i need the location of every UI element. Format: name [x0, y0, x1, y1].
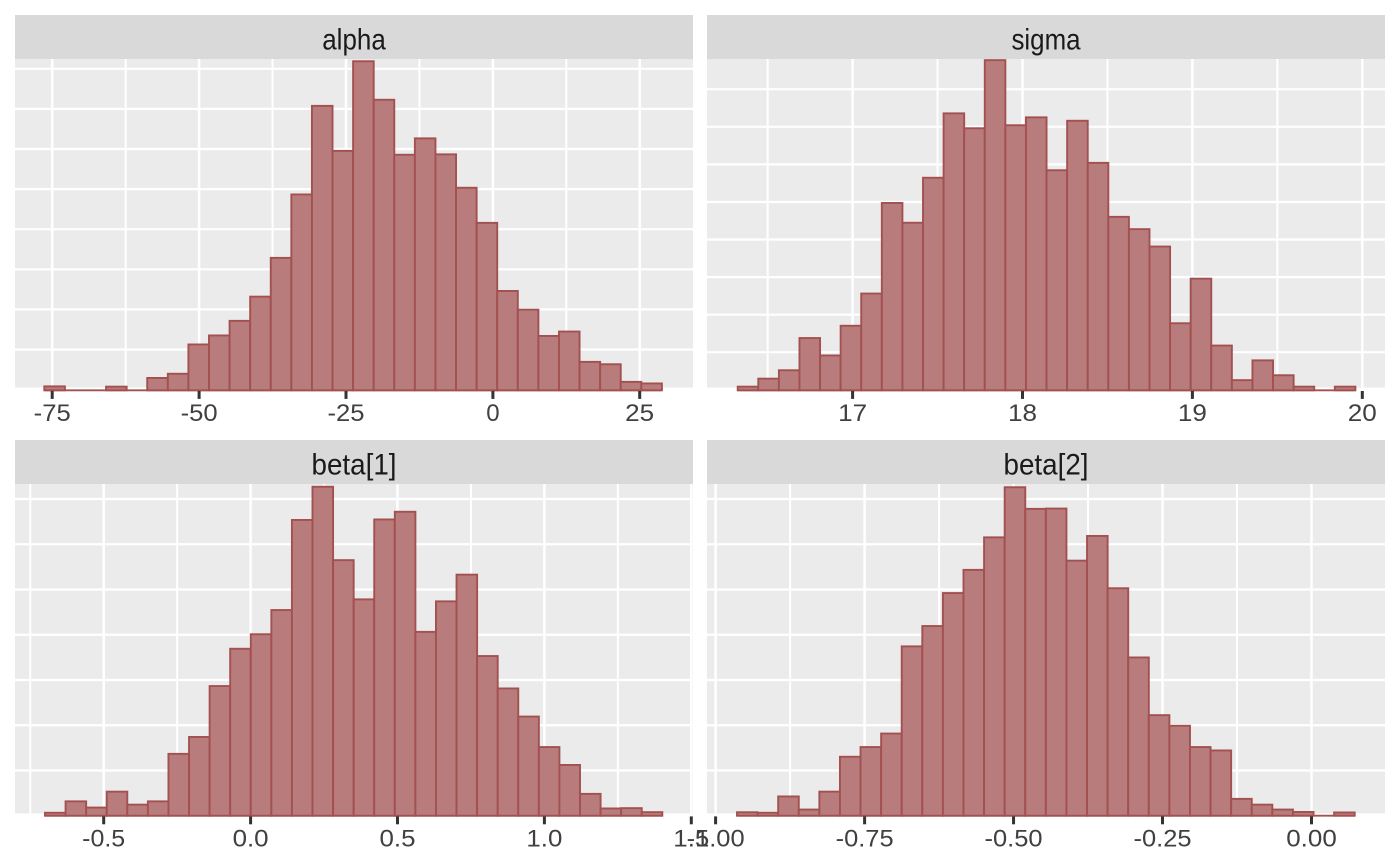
svg-text:0.00: 0.00 — [1286, 826, 1337, 853]
svg-text:-0.5: -0.5 — [82, 826, 125, 853]
svg-text:-25: -25 — [328, 400, 365, 427]
svg-text:20: 20 — [1348, 400, 1377, 427]
svg-text:17: 17 — [838, 400, 867, 427]
svg-text:-1.00: -1.00 — [687, 826, 745, 853]
svg-text:0.5: 0.5 — [380, 826, 416, 853]
svg-text:1.0: 1.0 — [526, 826, 562, 853]
svg-text:-75: -75 — [34, 400, 71, 427]
svg-text:sigma: sigma — [1012, 23, 1081, 56]
svg-text:0.0: 0.0 — [233, 826, 269, 853]
svg-text:1.5: 1.5 — [673, 826, 709, 853]
svg-text:-0.50: -0.50 — [985, 826, 1043, 853]
svg-text:alpha: alpha — [322, 23, 386, 56]
svg-text:0: 0 — [486, 400, 499, 427]
svg-text:beta[1]: beta[1] — [312, 448, 397, 481]
svg-text:-0.75: -0.75 — [836, 826, 894, 853]
svg-text:19: 19 — [1178, 400, 1207, 427]
svg-text:beta[2]: beta[2] — [1004, 448, 1089, 481]
svg-text:25: 25 — [625, 400, 654, 427]
svg-text:-50: -50 — [181, 400, 218, 427]
svg-text:-0.25: -0.25 — [1134, 826, 1192, 853]
svg-text:18: 18 — [1008, 400, 1037, 427]
